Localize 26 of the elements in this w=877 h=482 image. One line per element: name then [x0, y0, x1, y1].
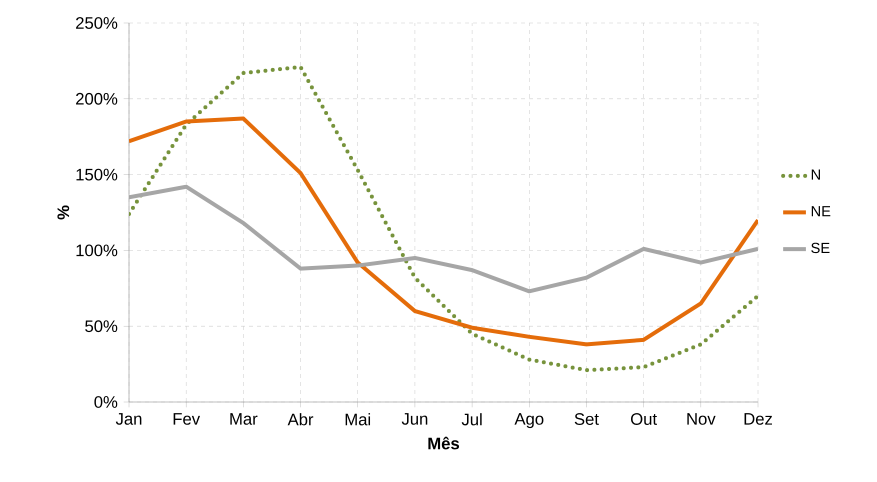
- line-series: [129, 116, 758, 346]
- y-tick-label: 50%: [85, 320, 118, 332]
- legend-label: SE: [811, 242, 830, 254]
- x-tick-label: Abr: [288, 413, 314, 426]
- y-tick-label: 0%: [94, 396, 118, 408]
- x-tick-label: Mar: [230, 413, 258, 425]
- line-series: [129, 64, 758, 372]
- line-series: [129, 184, 758, 294]
- x-tick-label: Mai: [346, 413, 370, 426]
- legend-label: N: [812, 170, 820, 180]
- y-tick-label: 100%: [76, 244, 118, 256]
- y-tick-label: 200%: [76, 92, 118, 105]
- x-tick-label: Ago: [514, 413, 544, 428]
- x-tick-label: Fev: [174, 413, 200, 425]
- x-tick-label: Set: [574, 413, 599, 425]
- x-tick-label: Out: [631, 413, 657, 425]
- y-tick-label: 150%: [76, 168, 118, 181]
- x-axis-title: Mês: [428, 436, 460, 450]
- x-tick-label: Dez: [744, 413, 772, 425]
- y-tick-label: 250%: [76, 17, 118, 29]
- y-axis-title: %: [57, 206, 70, 220]
- x-tick-label: Jan: [116, 413, 142, 425]
- x-tick-label: Jul: [462, 413, 482, 426]
- legend-label: NE: [812, 206, 830, 216]
- x-tick-label: Nov: [687, 413, 716, 425]
- x-tick-label: Jun: [402, 413, 428, 425]
